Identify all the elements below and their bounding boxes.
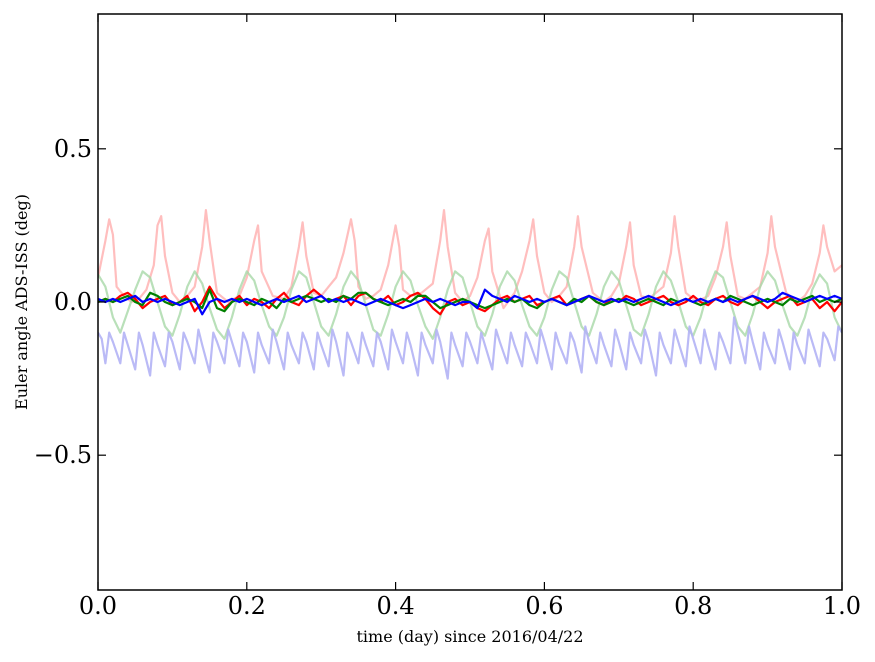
y-tick-label-2: −0.5 — [34, 441, 92, 469]
x-tick-label-0: 0.0 — [79, 592, 117, 620]
y-tick-label-0: 0.5 — [54, 135, 92, 163]
series-line-3 — [98, 316, 842, 380]
y-tick-label-1: 0.0 — [54, 288, 92, 316]
series-layer — [98, 209, 842, 380]
x-tick-label-2: 0.4 — [377, 592, 415, 620]
x-axis-label: time (day) since 2016/04/22 — [356, 627, 583, 646]
x-tick-label-1: 0.2 — [228, 592, 266, 620]
x-tick-label-4: 0.8 — [674, 592, 712, 620]
x-tick-label-3: 0.6 — [525, 592, 563, 620]
y-axis-label: Euler angle ADS-ISS (deg) — [12, 194, 31, 410]
ticks-layer: 0.0 0.2 0.4 0.6 0.8 1.0 0.5 0.0 −0.5 — [34, 14, 861, 620]
x-tick-label-5: 1.0 — [823, 592, 861, 620]
plot-frame — [97, 13, 843, 591]
series-line-6 — [98, 288, 842, 316]
